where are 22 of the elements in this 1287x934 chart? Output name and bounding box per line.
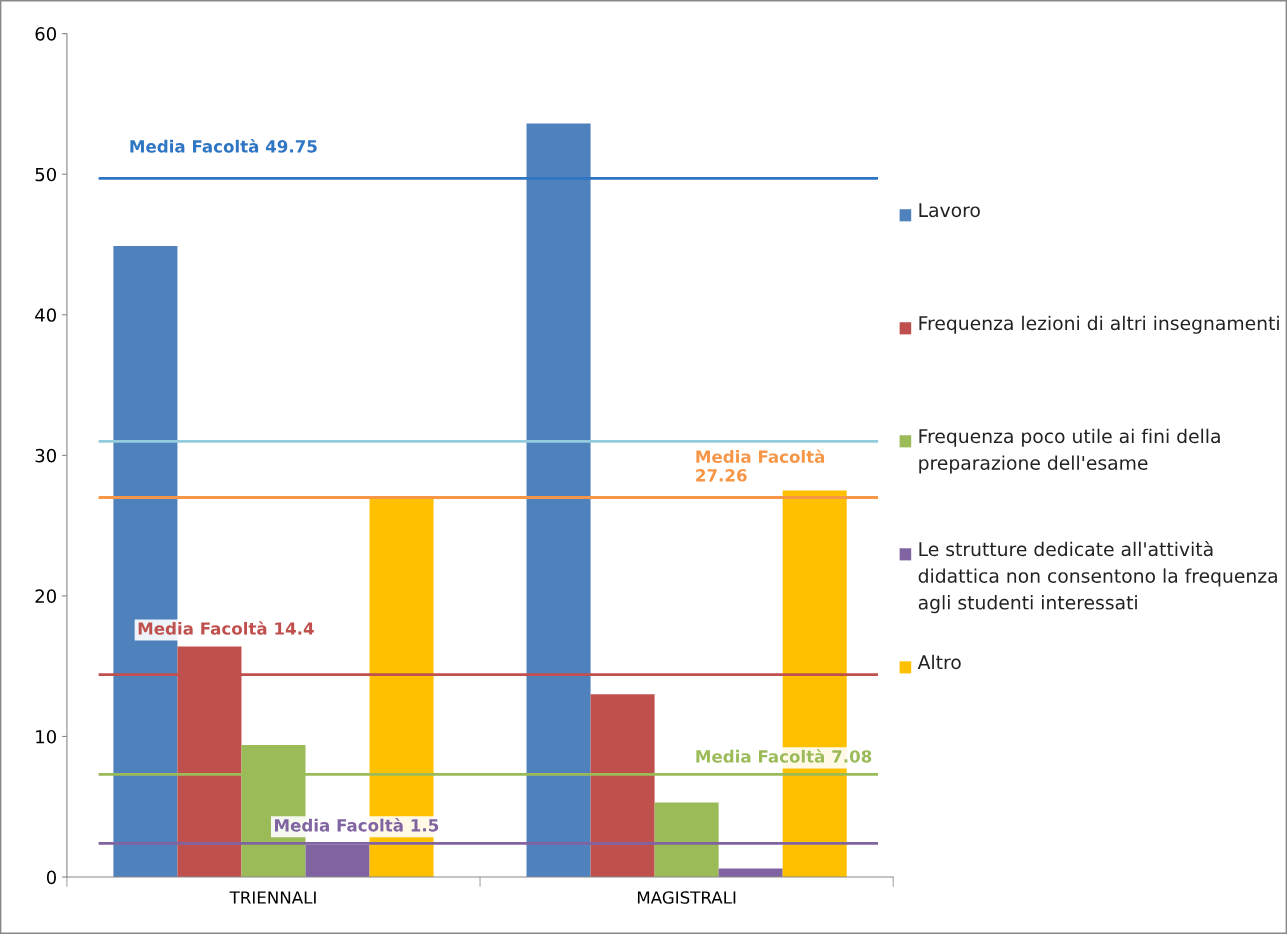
- legend-label: Lavoro: [919, 203, 980, 218]
- y-tick-label: 30: [35, 448, 56, 463]
- ref-line-label: Media Facoltà 27.26: [696, 449, 825, 482]
- legend-label: Le strutture dedicate all'attività didattica non consentono la frequenza agli studenti interessati: [918, 540, 1277, 614]
- bar: [654, 802, 719, 878]
- x-tick-label: TRIENNALI: [229, 891, 316, 904]
- y-tick-label: 0: [46, 870, 56, 885]
- y-tick-label: 10: [36, 729, 56, 744]
- legend-label: Frequenza lezioni di altri insegnamenti: [919, 315, 1279, 334]
- legend-label: Frequenza poco utile ai fini della preparazione dell'esame: [919, 428, 1220, 474]
- ref-line-label: Media Facoltà 7.08: [696, 749, 872, 763]
- bar: [590, 694, 655, 878]
- x-tick-label: MAGISTRALI: [637, 891, 736, 904]
- bar: [526, 123, 591, 878]
- y-tick-label: 20: [35, 589, 56, 604]
- ref-line-label: Media Facoltà 49.75: [130, 139, 317, 153]
- y-tick-label: 60: [35, 27, 56, 41]
- y-tick-label: 50: [35, 167, 56, 182]
- ref-line-label: Media Facoltà 1.5: [275, 818, 439, 832]
- y-tick-label: 40: [35, 308, 56, 322]
- legend-label: Altro: [917, 654, 961, 670]
- ref-line-label: Media Facoltà 14.4: [138, 621, 314, 635]
